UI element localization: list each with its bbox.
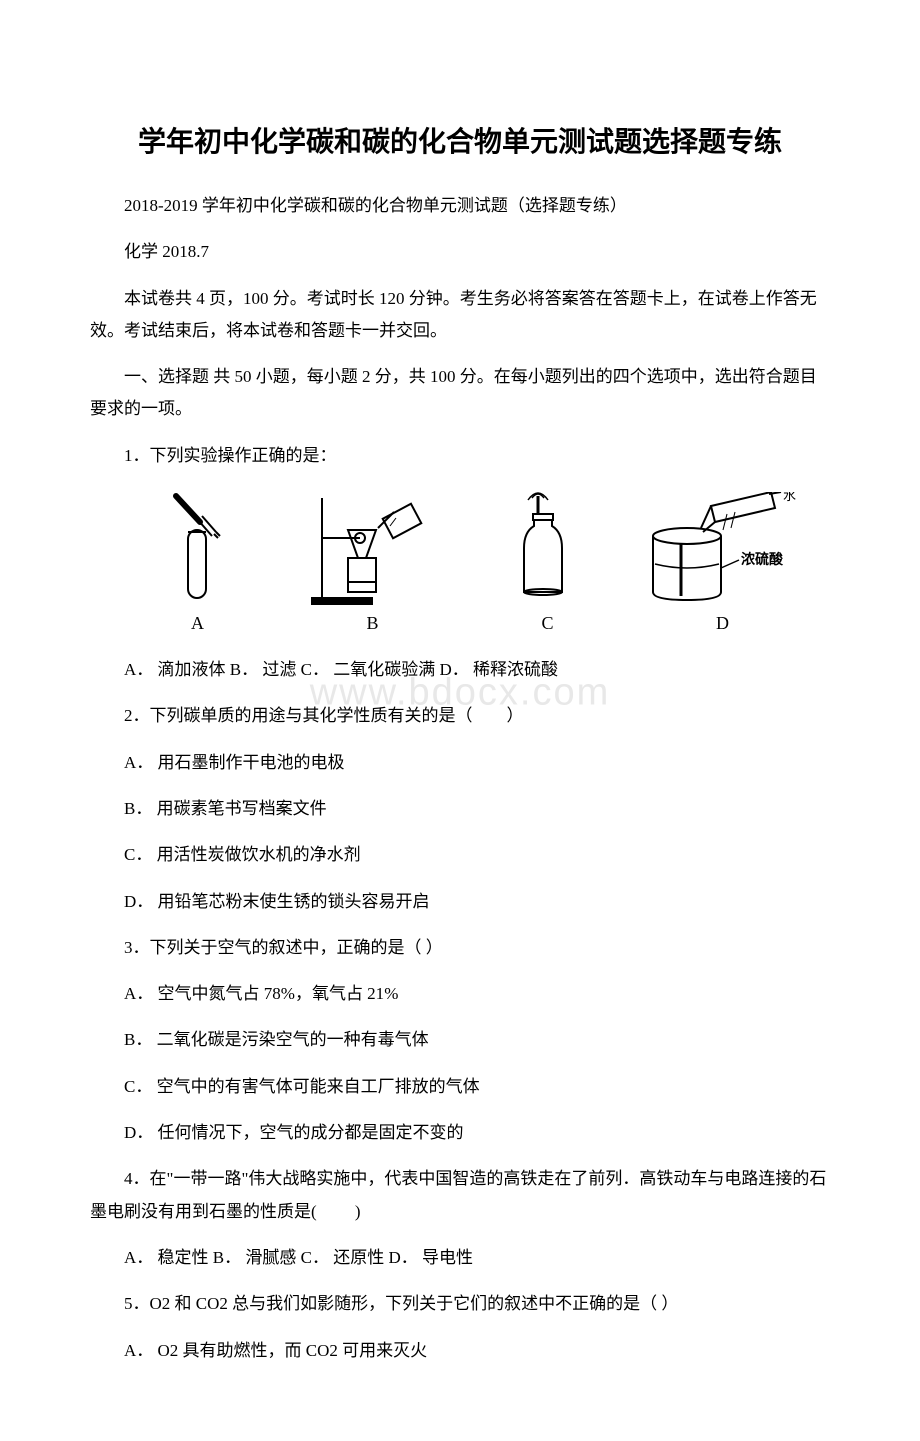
figure-label-a: A [123, 613, 273, 634]
q3-opt-a: A． 空气中氮气占 78%，氧气占 21% [90, 978, 830, 1010]
water-label: 水 [783, 492, 796, 503]
q5-opt-a: A． O2 具有助燃性，而 CO2 可用来灭火 [90, 1335, 830, 1367]
acid-label: 浓硫酸 [741, 551, 784, 568]
figure-row: 水 浓硫酸 [110, 492, 810, 607]
intro-line-3: 本试卷共 4 页，100 分。考试时长 120 分钟。考生务必将答案答在答题卡上… [90, 283, 830, 348]
q1-options: A． 滴加液体 B． 过滤 C． 二氧化碳验满 D． 稀释浓硫酸 [90, 654, 830, 686]
q2-opt-a: A． 用石墨制作干电池的电极 [90, 747, 830, 779]
intro-line-2: 化学 2018.7 [90, 236, 830, 268]
page-title: 学年初中化学碳和碳的化合物单元测试题选择题专练 [90, 120, 830, 160]
figure-labels-row: A B C D [110, 613, 810, 634]
figure-label-b: B [298, 613, 448, 634]
figure-c [473, 492, 623, 607]
figure-label-d: D [648, 613, 798, 634]
figure-b [298, 492, 448, 607]
q3-opt-d: D． 任何情况下，空气的成分都是固定不变的 [90, 1117, 830, 1149]
figure-a [123, 492, 273, 607]
filtration-icon [308, 492, 438, 607]
section-1-heading: 一、选择题 共 50 小题，每小题 2 分，共 100 分。在每小题列出的四个选… [90, 361, 830, 426]
q3-opt-c: C． 空气中的有害气体可能来自工厂排放的气体 [90, 1071, 830, 1103]
figure-label-c: C [473, 613, 623, 634]
question-2: 2．下列碳单质的用途与其化学性质有关的是（ ） [90, 700, 830, 732]
question-4: 4．在"一带一路"伟大战略实施中，代表中国智造的高铁走在了前列．高铁动车与电路连… [90, 1163, 830, 1228]
q4-options: A． 稳定性 B． 滑腻感 C． 还原性 D． 导电性 [90, 1242, 830, 1274]
dropper-tube-icon [158, 492, 238, 607]
q2-opt-c: C． 用活性炭做饮水机的净水剂 [90, 839, 830, 871]
q3-opt-b: B． 二氧化碳是污染空气的一种有毒气体 [90, 1024, 830, 1056]
question-5: 5．O2 和 CO2 总与我们如影随形，下列关于它们的叙述中不正确的是（ ） [90, 1288, 830, 1320]
gas-bottle-icon [498, 492, 598, 607]
dilute-acid-icon: 水 浓硫酸 [643, 492, 803, 607]
intro-line-1: 2018-2019 学年初中化学碳和碳的化合物单元测试题（选择题专练） [90, 190, 830, 222]
question-3: 3．下列关于空气的叙述中，正确的是（ ） [90, 932, 830, 964]
q2-opt-d: D． 用铅笔芯粉末使生锈的锁头容易开启 [90, 886, 830, 918]
question-1: 1．下列实验操作正确的是： [90, 440, 830, 472]
figure-d: 水 浓硫酸 [648, 492, 798, 607]
q2-opt-b: B． 用碳素笔书写档案文件 [90, 793, 830, 825]
